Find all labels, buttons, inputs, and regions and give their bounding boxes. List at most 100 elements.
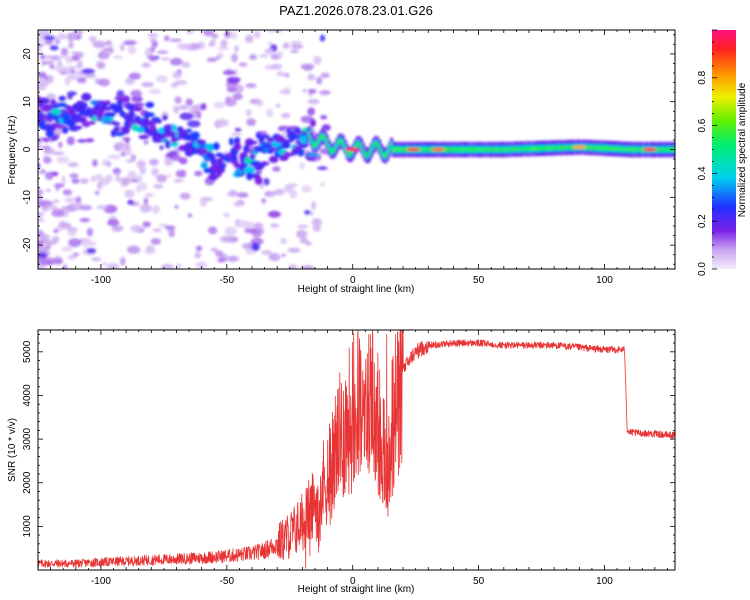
spectrogram-band-cell bbox=[450, 147, 454, 152]
spectrogram-blob bbox=[45, 244, 51, 250]
spectrogram-band-cell bbox=[361, 148, 365, 152]
x-tick-label: -50 bbox=[220, 275, 235, 286]
spectrogram-blob bbox=[42, 156, 52, 164]
spectrogram-blob bbox=[169, 57, 183, 66]
spectrogram-band-cell bbox=[392, 147, 396, 152]
spectrogram-blob bbox=[82, 121, 91, 128]
spectrogram-blob bbox=[66, 91, 77, 96]
spectrogram-blob bbox=[244, 249, 256, 255]
spectrogram-band-cell bbox=[373, 141, 378, 146]
spectrogram-blob bbox=[208, 226, 218, 235]
spectrogram-blob bbox=[200, 103, 207, 111]
spectrogram-band-cell bbox=[452, 147, 456, 152]
spectrogram-band-cell bbox=[458, 147, 462, 152]
spectrogram-blob bbox=[42, 55, 54, 59]
spectrogram-blob bbox=[252, 222, 264, 230]
spectrogram-blob bbox=[267, 210, 281, 218]
spectrogram-blob bbox=[300, 115, 314, 124]
spectrogram-blob bbox=[241, 242, 255, 250]
spectrogram-blob bbox=[275, 51, 284, 57]
spectrogram-blob bbox=[72, 30, 84, 36]
spectrogram-blob bbox=[256, 100, 264, 107]
spectrogram-blob bbox=[152, 228, 162, 232]
spectrogram-band-cell bbox=[464, 147, 468, 152]
spectrogram-band-cell bbox=[428, 147, 432, 152]
spectrogram-blob bbox=[58, 220, 66, 228]
spectrogram-blob bbox=[280, 139, 292, 144]
spectrogram-band-cell bbox=[486, 147, 490, 152]
spectrogram-blob bbox=[165, 140, 171, 149]
spectrogram-band-cell bbox=[315, 142, 319, 147]
spectrogram-blob bbox=[150, 238, 161, 245]
spectrogram-blob bbox=[185, 30, 195, 35]
spectrogram-blob bbox=[77, 59, 83, 69]
spectrogram-blob bbox=[76, 77, 87, 82]
spectrogram-band-cell bbox=[623, 147, 627, 152]
spectrogram-blob bbox=[195, 261, 208, 269]
spectrogram-blob bbox=[302, 89, 308, 93]
spectrogram-band-cell bbox=[484, 147, 488, 152]
spectrogram-blob bbox=[112, 55, 123, 59]
spectrogram-blob bbox=[72, 125, 83, 130]
spectrogram-blob bbox=[245, 108, 252, 117]
spectrogram-blob bbox=[290, 49, 299, 54]
spectrogram-blob bbox=[254, 176, 263, 185]
spectrogram-blob bbox=[149, 158, 159, 166]
spectrogram-blob bbox=[297, 148, 305, 157]
spectrogram-blob bbox=[54, 36, 62, 40]
spectrogram-blob bbox=[284, 72, 290, 78]
spectrogram-blob bbox=[228, 137, 234, 146]
spectrogram-blob bbox=[179, 192, 191, 200]
snr-panel: -100 -50 0 50 100 1000 2000 3000 4000 5000 Height… bbox=[7, 329, 676, 595]
spectrogram-band-cell bbox=[357, 141, 361, 146]
spectrogram-blob bbox=[148, 88, 161, 95]
spectrogram-blob bbox=[244, 228, 258, 234]
spectrogram-band-cell bbox=[563, 145, 567, 150]
spectrogram-blob bbox=[85, 138, 95, 143]
spectrogram-band-cell bbox=[307, 132, 311, 136]
spectrogram-blob bbox=[54, 65, 68, 73]
colorbar: 0.0 0.2 0.4 0.6 0.8 Normalized spectral ampl… bbox=[697, 29, 748, 276]
spectrogram-band-cell bbox=[524, 146, 529, 151]
spectrogram-blob bbox=[162, 115, 168, 121]
spectrogram-blob bbox=[232, 201, 243, 207]
spectrogram-blob bbox=[268, 253, 281, 262]
spectrogram-blob bbox=[105, 119, 116, 125]
spectrogram-blob bbox=[194, 170, 203, 177]
spectrogram-blob bbox=[142, 221, 151, 228]
spectrogram-blob bbox=[67, 34, 75, 42]
spectrogram-band-cell bbox=[468, 147, 472, 152]
spectrogram-blob bbox=[62, 264, 68, 269]
spectrogram-blob bbox=[92, 159, 98, 167]
spectrogram-blob bbox=[284, 184, 293, 193]
spectrogram-band-cell bbox=[506, 147, 510, 152]
spectrogram-blob bbox=[246, 171, 253, 181]
spectrogram-blob bbox=[96, 182, 103, 190]
spectrogram-blob bbox=[79, 217, 91, 223]
spectrogram-blob bbox=[158, 223, 168, 227]
spectrogram-blob bbox=[64, 77, 70, 86]
spectrogram-blob bbox=[280, 112, 291, 119]
spectrogram-blob bbox=[119, 43, 125, 52]
spectrogram-blob bbox=[129, 109, 135, 117]
spectrogram-blob bbox=[49, 64, 55, 69]
spectrogram-blob bbox=[319, 90, 331, 96]
spectrogram-blob bbox=[120, 256, 126, 266]
spectrogram-blob bbox=[151, 205, 160, 214]
spectrogram-blob bbox=[38, 78, 43, 86]
spectrogram-blob bbox=[144, 47, 153, 57]
spectrogram-band-cell bbox=[502, 147, 506, 152]
spectrogram-blob bbox=[112, 121, 121, 126]
spectrogram-band-cell bbox=[492, 147, 496, 152]
spectrogram-blob bbox=[141, 81, 155, 88]
spectrogram-blob bbox=[136, 174, 143, 182]
spectrogram-blob bbox=[136, 126, 146, 133]
spectrogram-band-cell bbox=[543, 146, 547, 151]
spectrogram-blob bbox=[67, 119, 75, 128]
spectrogram-blob bbox=[288, 264, 298, 269]
spectrogram-x-axis-label: Height of straight line (km) bbox=[298, 284, 415, 295]
spectrogram-blob bbox=[60, 47, 69, 56]
spectrogram-blob bbox=[210, 247, 218, 252]
spectrogram-blob bbox=[124, 77, 135, 85]
spectrogram-band-cell bbox=[353, 145, 357, 150]
